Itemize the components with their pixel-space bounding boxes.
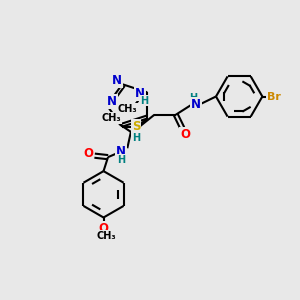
Text: S: S [132, 120, 140, 133]
Text: H: H [132, 133, 140, 143]
Text: H: H [189, 93, 197, 103]
Text: O: O [180, 128, 190, 140]
Text: CH₃: CH₃ [118, 104, 137, 114]
Text: N: N [191, 98, 201, 111]
Text: O: O [83, 147, 93, 160]
Text: N: N [107, 95, 117, 108]
Text: N: N [112, 74, 122, 87]
Text: N: N [135, 87, 145, 100]
Text: CH₃: CH₃ [102, 113, 122, 123]
Text: N: N [116, 145, 126, 158]
Text: H: H [117, 154, 125, 164]
Text: O: O [98, 222, 109, 235]
Text: Br: Br [267, 92, 281, 101]
Text: H: H [140, 96, 148, 106]
Text: CH₃: CH₃ [97, 231, 116, 241]
